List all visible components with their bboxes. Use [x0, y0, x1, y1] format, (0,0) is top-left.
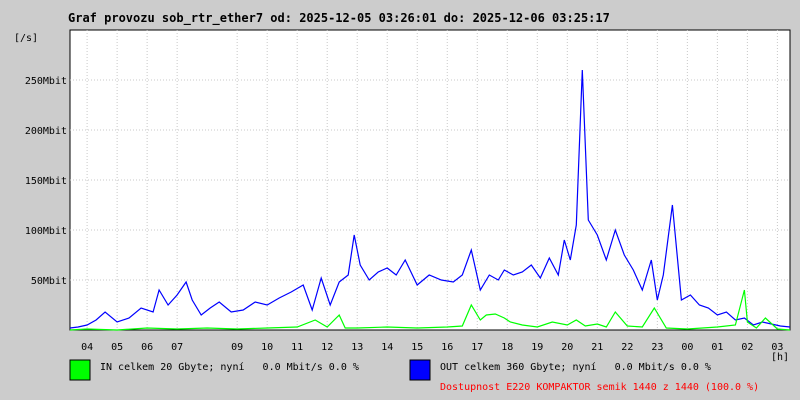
y-tick-label: 200Mbit: [25, 126, 67, 137]
grid: [70, 30, 790, 330]
x-tick-label: 15: [411, 342, 423, 353]
x-tick-label: 21: [591, 342, 603, 353]
x-tick-label: 06: [141, 342, 153, 353]
x-tick-label: 16: [441, 342, 453, 353]
x-tick-label: 12: [321, 342, 333, 353]
x-tick-label: 13: [351, 342, 363, 353]
x-tick-label: 04: [81, 342, 93, 353]
x-tick-label: 09: [231, 342, 243, 353]
legend-in-swatch: [69, 359, 91, 381]
x-axis-ticks: 04 05 06 07 09 10 11 12 13 14 15 16 17 18 19 20 21 22 23 00…: [81, 342, 783, 353]
x-tick-label: 10: [261, 342, 273, 353]
series-lines: [69, 69, 791, 331]
x-tick-label: 14: [381, 342, 393, 353]
legend-in-label: IN celkem 20 Gbyte; nyní 0.0 Mbit/s 0.0 …: [100, 361, 359, 373]
y-axis-label: [/s]: [14, 33, 38, 44]
x-tick-label: 05: [111, 342, 123, 353]
series-line-in: [69, 289, 791, 331]
x-tick-label: 11: [291, 342, 303, 353]
legend-out-label: OUT celkem 360 Gbyte; nyní 0.0 Mbit/s 0.…: [440, 361, 711, 373]
x-tick-label: 03: [771, 342, 783, 353]
x-tick-label: 20: [561, 342, 573, 353]
y-tick-label: 100Mbit: [25, 226, 67, 237]
x-tick-label: 02: [741, 342, 753, 353]
x-tick-label: 19: [531, 342, 543, 353]
y-tick-label: 150Mbit: [25, 176, 67, 187]
x-tick-label: 22: [621, 342, 633, 353]
x-tick-label: 00: [681, 342, 693, 353]
x-tick-label: 18: [501, 342, 513, 353]
chart-title: Graf provozu sob_rtr_ether7 od: 2025-12-…: [68, 11, 610, 26]
x-axis-label: [h]: [771, 352, 789, 363]
series-line-out: [69, 69, 791, 329]
y-tick-label: 50Mbit: [31, 276, 67, 287]
y-tick-label: 250Mbit: [25, 76, 67, 87]
y-axis-ticks: 50Mbit 100Mbit 150Mbit 200Mbit 250Mbit: [25, 76, 67, 287]
availability-text: Dostupnost E220 KOMPAKTOR semik 1440 z 1…: [440, 382, 759, 393]
x-tick-label: 01: [711, 342, 723, 353]
legend-out-swatch: [409, 359, 431, 381]
x-tick-label: 17: [471, 342, 483, 353]
x-tick-label: 07: [171, 342, 183, 353]
x-tick-label: 23: [651, 342, 663, 353]
